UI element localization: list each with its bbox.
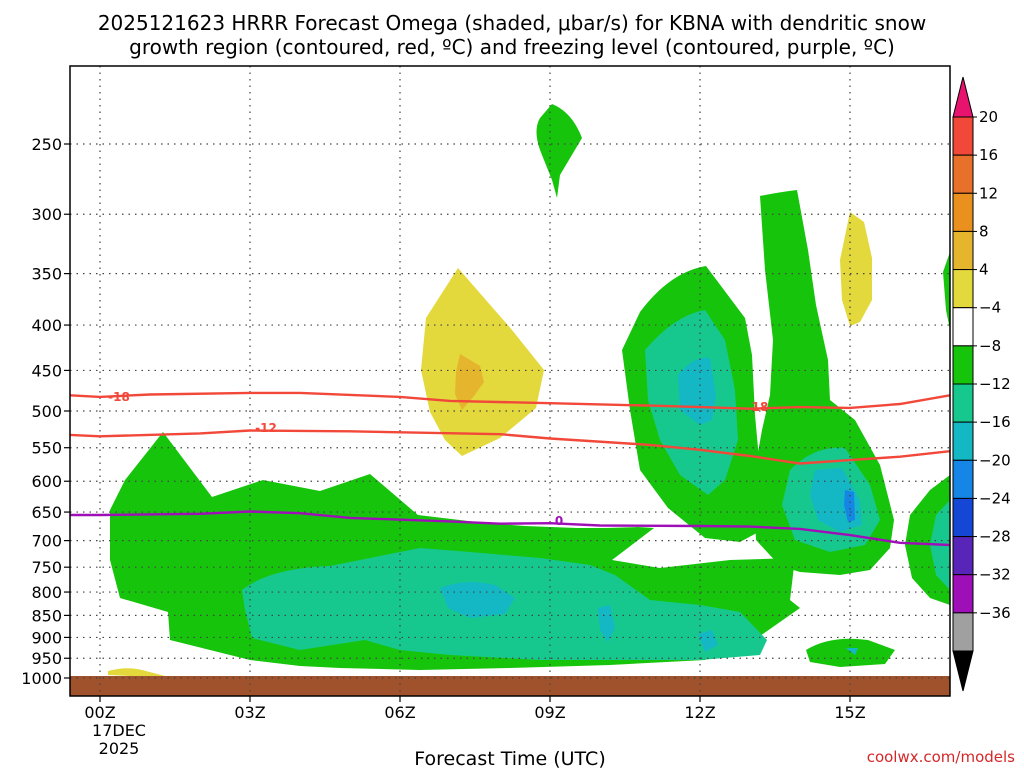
y-tick-label: 700 xyxy=(31,532,62,551)
x-tick-label: 09Z xyxy=(534,703,565,722)
freezing-level-contour xyxy=(70,510,950,547)
colorbar-swatch xyxy=(952,345,974,385)
colorbar-swatch xyxy=(952,230,974,271)
omega-shading xyxy=(70,104,950,696)
colorbar-swatch xyxy=(952,421,974,461)
date-label-day: 17DEC xyxy=(92,721,146,740)
colorbar-label: 20 xyxy=(979,108,998,126)
ground-surface xyxy=(70,676,950,696)
y-tick-label: 750 xyxy=(31,558,62,577)
y-tick-label: 250 xyxy=(31,135,62,154)
contour-labels: -18 18 -12 0 xyxy=(108,390,769,528)
y-tick-label: 550 xyxy=(31,439,62,458)
date-label-year: 2025 xyxy=(99,739,140,758)
contour-label-minus18: -18 xyxy=(108,390,130,404)
colorbar-label: −12 xyxy=(979,375,1011,393)
colorbar-swatch xyxy=(952,536,974,576)
y-tick-label: 850 xyxy=(31,606,62,625)
omega-area-minus12-a xyxy=(440,582,515,618)
colorbar-label: −36 xyxy=(979,604,1011,622)
x-axis: 00Z 03Z 06Z 09Z 12Z 15Z xyxy=(84,696,866,722)
colorbar-swatch xyxy=(952,497,974,538)
dgz-minus18-contour xyxy=(70,391,950,410)
omega-colorbar: 20 16 12 8 4 −4 −8 −12 −16 −20 −24 −28 −32 −36 xyxy=(952,76,1011,692)
x-tick-label: 12Z xyxy=(684,703,715,722)
colorbar-swatch xyxy=(952,154,974,194)
y-tick-label: 300 xyxy=(31,205,62,224)
y-tick-label: 450 xyxy=(31,361,62,380)
omega-area-right-minus16 xyxy=(844,490,855,522)
colorbar-swatch xyxy=(952,307,974,347)
colorbar-arrow-bottom xyxy=(952,650,974,692)
colorbar-label: 8 xyxy=(979,222,989,240)
omega-area-top-right-edge xyxy=(943,252,950,330)
colorbar-label: −32 xyxy=(979,566,1011,584)
y-axis: 250 300 350 400 450 500 550 600 650 700 750 800 850 9… xyxy=(21,135,70,688)
colorbar-swatch xyxy=(952,192,974,232)
colorbar-label: −28 xyxy=(979,528,1011,546)
x-tick-label: 06Z xyxy=(384,703,415,722)
y-tick-label: 500 xyxy=(31,402,62,421)
chart-title-line2: growth region (contoured, red, ºC) and f… xyxy=(129,35,895,59)
colorbar-label: −4 xyxy=(979,299,1001,317)
omega-area-surface-sliver xyxy=(108,668,165,676)
dgz-minus12-contour xyxy=(70,429,950,465)
contour-label-minus12: -12 xyxy=(255,421,277,435)
omega-area-minus12-c xyxy=(698,630,718,652)
omega-area-small-blob xyxy=(806,638,895,667)
colorbar-label: −24 xyxy=(979,489,1011,507)
omega-area-sinking-orange xyxy=(455,354,484,410)
y-tick-label: 800 xyxy=(31,583,62,602)
y-tick-label: 400 xyxy=(31,316,62,335)
y-tick-label: 900 xyxy=(31,628,62,647)
omega-area-sinking-top xyxy=(536,104,582,198)
contour-lines xyxy=(70,391,950,547)
colorbar-label: 16 xyxy=(979,146,998,164)
colorbar-label: 4 xyxy=(979,261,989,279)
omega-area-sinking-yellow-right xyxy=(840,212,872,326)
y-tick-label: 650 xyxy=(31,503,62,522)
colorbar-label: −16 xyxy=(979,413,1011,431)
colorbar-label: 12 xyxy=(979,184,998,202)
colorbar-swatch xyxy=(952,459,974,499)
colorbar-label: −8 xyxy=(979,337,1001,355)
x-tick-label: 03Z xyxy=(234,703,265,722)
y-tick-label: 600 xyxy=(31,472,62,491)
x-tick-label: 15Z xyxy=(834,703,865,722)
contour-label-minus18-right: 18 xyxy=(752,400,769,414)
colorbar-swatch xyxy=(952,574,974,614)
colorbar-arrow-top xyxy=(952,76,974,118)
y-tick-label: 1000 xyxy=(21,669,62,688)
colorbar-swatch xyxy=(952,269,974,309)
colorbar-swatch xyxy=(952,383,974,423)
y-tick-label: 950 xyxy=(31,649,62,668)
omega-area-sinking-yellow xyxy=(421,268,544,456)
colorbar-swatch xyxy=(952,116,974,156)
grid-lines xyxy=(70,66,950,696)
chart-title-line1: 2025121623 HRRR Forecast Omega (shaded, … xyxy=(98,11,926,35)
colorbar-label: −20 xyxy=(979,451,1011,469)
y-tick-label: 350 xyxy=(31,265,62,284)
plot-frame xyxy=(69,65,951,697)
x-axis-title: Forecast Time (UTC) xyxy=(414,748,605,768)
contour-label-freezing: 0 xyxy=(555,514,563,528)
credit-text: coolwx.com/models xyxy=(867,748,1015,766)
x-tick-label: 00Z xyxy=(84,703,115,722)
colorbar-swatch xyxy=(952,612,974,652)
omega-area-minus12-b xyxy=(598,605,615,642)
omega-area-small-blob-inner xyxy=(846,648,858,655)
